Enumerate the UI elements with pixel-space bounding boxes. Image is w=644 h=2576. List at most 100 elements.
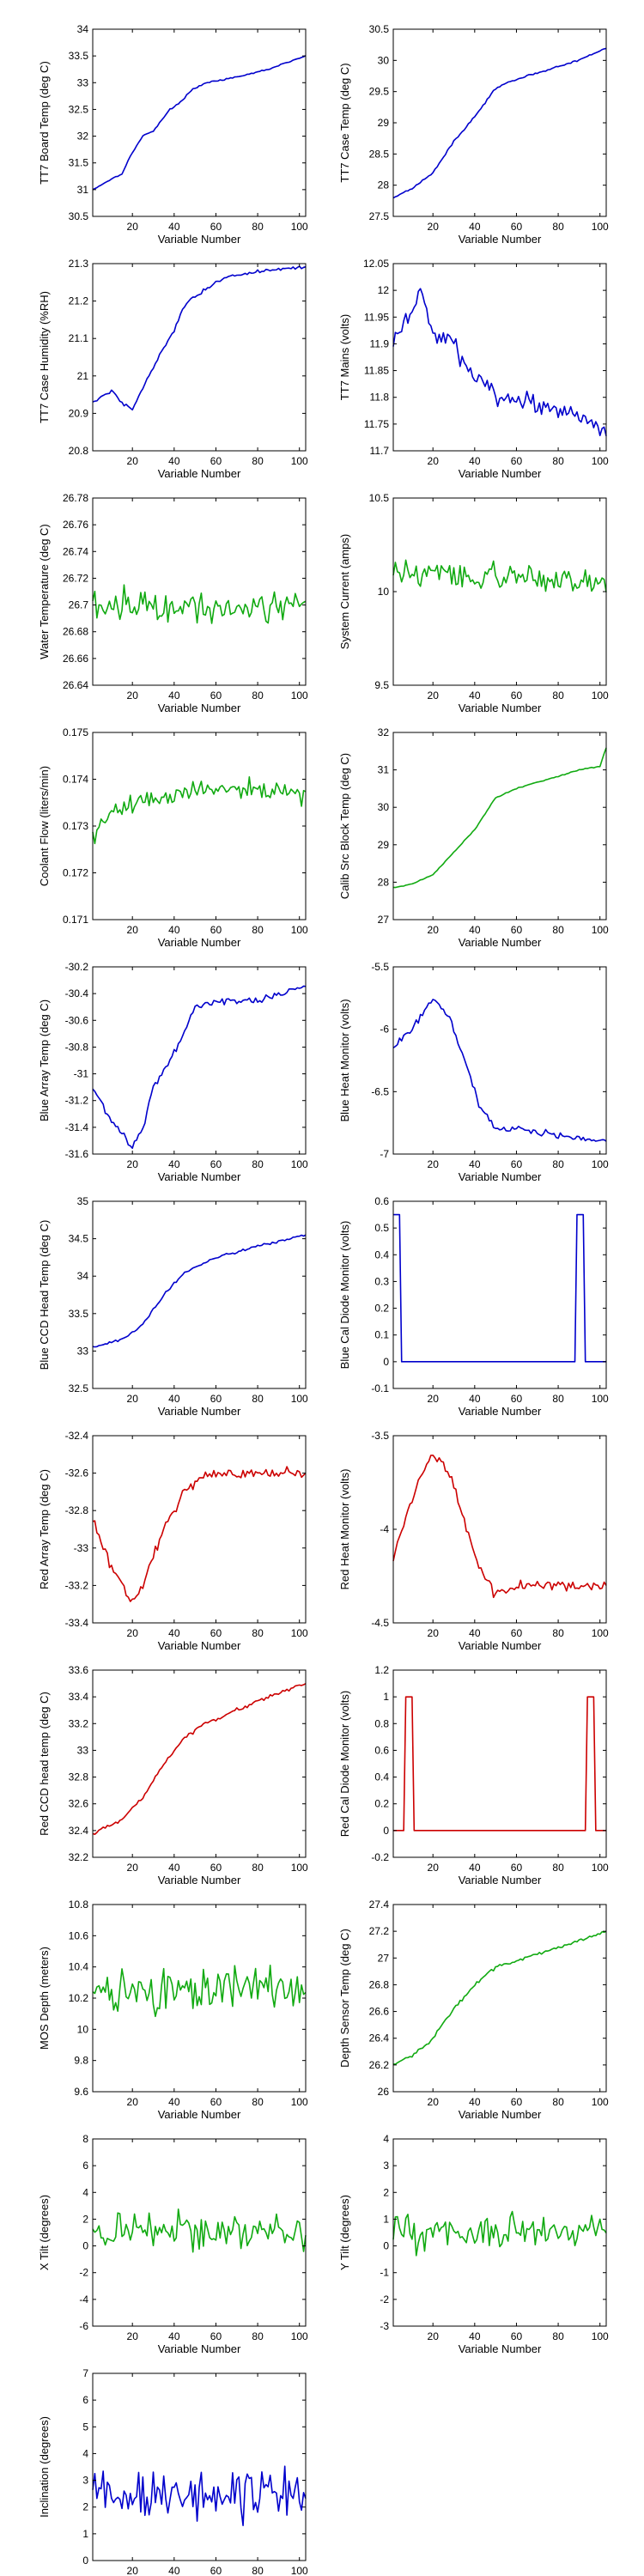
y-axis-label: System Current (amps) [338,534,351,649]
y-tick-label: 26.64 [63,679,88,691]
chart-panel-12: 20 40 60 80 100 -0.1 0 0.1 0.2 0.3 0.4 0.5 0.6 Variab… [338,1195,609,1418]
x-tick-label: 40 [168,2565,180,2576]
y-tick-label: 10.4 [69,1961,89,1973]
y-tick-label: 4 [82,2186,88,2198]
data-series-line [92,265,307,411]
x-axis-label: Variable Number [158,702,241,714]
x-tick-label: 40 [168,455,180,467]
y-axis-label: Coolant Flow (liters/min) [38,766,51,886]
plot-frame [392,1435,607,1624]
y-tick-label: -30.4 [65,987,89,999]
y-tick-label: 0.172 [63,867,88,879]
y-tick-label: -0.1 [371,1382,389,1394]
x-axis-label: Variable Number [158,467,241,480]
y-tick-label: 26.4 [369,2032,390,2044]
y-tick-label: 26.68 [63,626,88,638]
x-axis-label: Variable Number [158,2342,241,2355]
x-tick-label: 40 [168,221,180,233]
y-tick-label: 0.8 [374,1717,389,1729]
x-tick-label: 100 [592,2330,609,2342]
x-tick-label: 20 [127,1862,139,1874]
y-tick-label: -1 [380,2267,389,2279]
y-tick-label: -32.6 [65,1467,89,1479]
x-tick-label: 100 [291,1158,308,1170]
chart-panel-15: 20 40 60 80 100 32.2 32.4 32.6 32.8 33 33.2 33.4 33.… [38,1664,308,1886]
data-series-line [392,2210,607,2257]
x-tick-label: 100 [592,2096,609,2108]
y-tick-label: 34.5 [69,1233,89,1245]
data-series-line [392,1454,607,1599]
x-tick-label: 20 [428,924,440,936]
x-tick-label: 100 [291,1393,308,1405]
x-tick-label: 60 [210,1627,222,1639]
x-axis-label: Variable Number [158,1405,241,1418]
y-tick-label: 0.174 [63,774,88,786]
plot-frame [92,497,307,686]
chart-panel-19: 20 40 60 80 100 -6 -4 -2 0 2 4 6 8 Variable Number X T… [38,2133,308,2355]
y-tick-label: 10.6 [69,1929,89,1941]
y-tick-label: 0.4 [374,1771,389,1783]
x-tick-label: 100 [291,690,308,702]
chart-panel-14: 20 40 60 80 100 -4.5 -4 -3.5 Variable Number Red … [338,1430,609,1652]
y-tick-label: 11.95 [364,311,389,323]
y-tick-label: 0 [383,2240,389,2252]
x-tick-label: 80 [552,1393,564,1405]
x-tick-label: 60 [511,690,523,702]
y-tick-label: 4 [383,2133,389,2145]
y-axis-label: Calib Src Block Temp (deg C) [338,753,351,899]
y-tick-label: -5.5 [371,961,389,973]
x-tick-label: 20 [127,924,139,936]
x-tick-label: 100 [592,221,609,233]
x-tick-label: 60 [511,221,523,233]
y-axis-label: TT7 Case Humidity (%RH) [38,291,51,423]
y-tick-label: 1 [82,2528,88,2540]
data-series-line [393,1213,606,1363]
y-tick-label: 2 [82,2501,88,2513]
y-axis-label: Red Cal Diode Monitor (volts) [338,1691,351,1838]
y-tick-label: 33.5 [69,50,89,62]
y-tick-label: 31.5 [69,157,89,169]
y-tick-label: -31.2 [65,1095,89,1107]
x-tick-label: 100 [291,924,308,936]
y-tick-label: 28 [378,876,390,888]
y-tick-label: 32.4 [69,1825,89,1837]
y-tick-label: 32 [77,131,89,143]
chart-panel-17: 20 40 60 80 100 9.6 9.8 10 10.2 10.4 10.6 10.8 Varia… [38,1899,308,2121]
x-tick-label: 100 [291,2565,308,2576]
y-tick-label: 0.6 [374,1744,389,1756]
plot-frame [92,1669,307,1858]
x-axis-label: Variable Number [459,936,542,949]
y-tick-label: -7 [380,1148,389,1160]
x-axis-label: Variable Number [158,1874,241,1886]
x-tick-label: 60 [511,2096,523,2108]
x-tick-label: 80 [252,2565,264,2576]
x-tick-label: 40 [469,1393,481,1405]
x-axis-label: Variable Number [459,702,542,714]
x-tick-label: 40 [168,2096,180,2108]
chart-panel-2: 20 40 60 80 100 27.5 28 28.5 29 29.5 30 30.5 Variabl… [338,23,609,246]
y-tick-label: 26.72 [63,572,88,584]
x-tick-label: 100 [291,2330,308,2342]
x-tick-label: 60 [511,455,523,467]
x-tick-label: 60 [210,1862,222,1874]
y-tick-label: 2 [383,2186,389,2198]
y-tick-label: 0 [383,1356,389,1368]
y-tick-label: 0.173 [63,820,88,832]
y-tick-label: 11.85 [364,365,389,377]
x-tick-label: 80 [552,924,564,936]
x-axis-label: Variable Number [459,1639,542,1652]
x-tick-label: 40 [168,1627,180,1639]
x-tick-label: 20 [428,1627,440,1639]
y-axis-label: TT7 Board Temp (deg C) [38,61,51,185]
y-tick-label: 0.1 [374,1329,389,1341]
y-tick-label: 4 [82,2447,88,2459]
y-axis-label: Blue CCD Head Temp (deg C) [38,1220,51,1370]
y-tick-label: 28.5 [369,148,390,160]
chart-panel-13: 20 40 60 80 100 -33.4 -33.2 -33 -32.8 -32.6 -32.4 V… [38,1430,308,1652]
y-tick-label: 9.5 [374,679,389,691]
x-axis-label: Variable Number [158,936,241,949]
x-tick-label: 40 [168,924,180,936]
x-tick-label: 100 [291,1862,308,1874]
plot-frame [92,28,307,217]
y-tick-label: 0.3 [374,1275,389,1287]
